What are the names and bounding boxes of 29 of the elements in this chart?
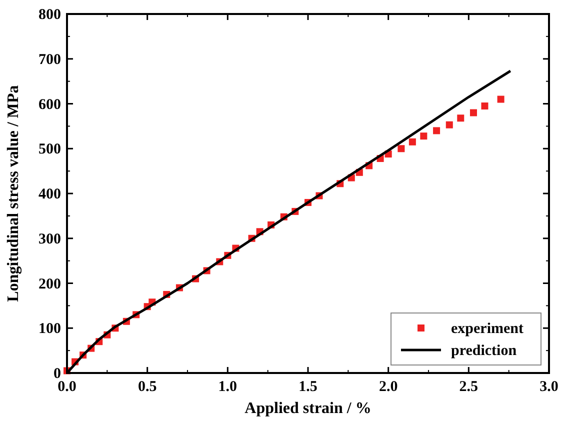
x-tick-label: 1.0 bbox=[218, 379, 238, 395]
point bbox=[497, 96, 504, 103]
x-axis-title: Applied strain / % bbox=[244, 400, 372, 417]
y-tick-label: 0 bbox=[54, 366, 61, 382]
point bbox=[470, 109, 477, 116]
y-tick-label: 300 bbox=[38, 231, 61, 248]
x-tick-label: 1.5 bbox=[298, 379, 318, 395]
y-axis-title: Longitudinal stress value / MPa bbox=[5, 85, 22, 302]
x-tick-label: 2.5 bbox=[459, 379, 478, 395]
x-tick-label: 0.0 bbox=[58, 379, 76, 395]
point bbox=[481, 102, 488, 110]
x-tick-label: 3.0 bbox=[540, 379, 558, 395]
legend-label: prediction bbox=[451, 343, 518, 359]
y-tick-label: 100 bbox=[38, 321, 61, 338]
point bbox=[408, 138, 416, 146]
point bbox=[457, 114, 464, 122]
x-tick-label: 0.5 bbox=[138, 379, 157, 395]
legend-label: experiment bbox=[451, 321, 524, 337]
point bbox=[433, 127, 440, 134]
point bbox=[398, 145, 405, 152]
point bbox=[446, 121, 453, 128]
y-tick-label: 500 bbox=[38, 142, 61, 158]
point bbox=[420, 132, 428, 140]
x-tick-label: 2.0 bbox=[378, 379, 398, 395]
y-tick-label: 600 bbox=[38, 96, 61, 113]
y-tick-label: 400 bbox=[38, 186, 61, 202]
y-tick-label: 200 bbox=[38, 276, 61, 292]
y-tick-label: 700 bbox=[38, 52, 61, 68]
y-tick-label: 800 bbox=[38, 7, 61, 23]
